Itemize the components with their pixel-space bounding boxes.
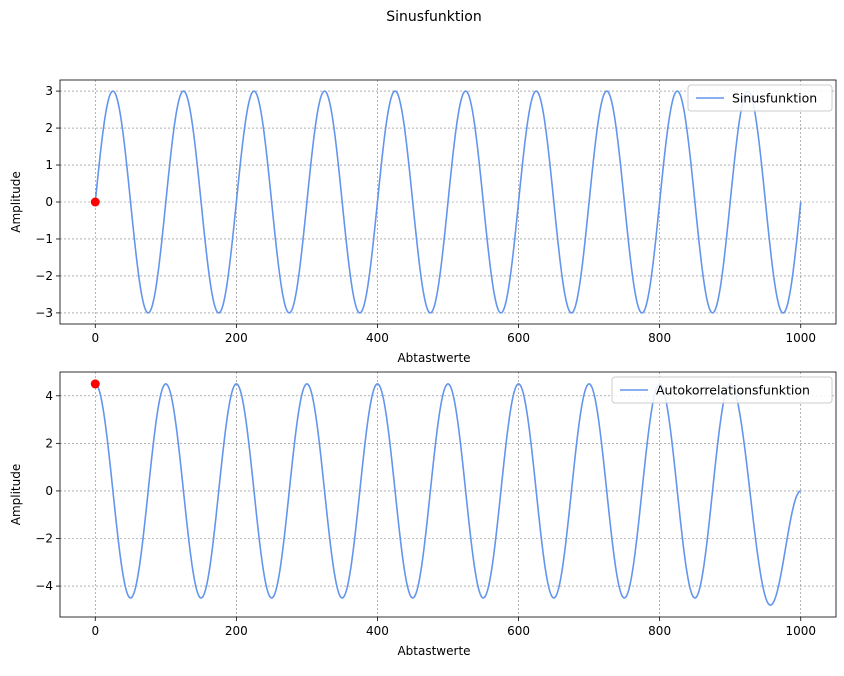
x-axis-label: Abtastwerte	[397, 351, 470, 365]
legend-box	[611, 376, 833, 404]
y-tick-label: 4	[45, 389, 53, 403]
x-tick-label: 0	[91, 624, 99, 638]
y-tick-label: −1	[35, 232, 53, 246]
y-tick-label: 2	[45, 436, 53, 450]
y-tick-label: −4	[35, 579, 53, 593]
legend-label: Sinusfunktion	[732, 91, 817, 106]
y-tick-label: 2	[45, 121, 53, 135]
y-axis-label: Amplitude	[9, 464, 23, 526]
y-tick-label: −2	[35, 269, 53, 283]
x-tick-label: 1000	[785, 624, 816, 638]
top-plot: 0 200 400 600 800 1000 −3 −2 −1 0 1 2 3 Abtastwerte Am…	[9, 79, 837, 365]
y-tick-label: 0	[45, 195, 53, 209]
legend: Autokorrelationsfunktion	[611, 376, 833, 404]
highlight-point	[90, 379, 100, 389]
bottom-plot: 0 200 400 600 800 1000 −4 −2 0 2 4 Abtastwerte Ampli…	[9, 371, 837, 658]
x-tick-label: 200	[225, 331, 248, 345]
y-tick-label: 3	[45, 84, 53, 98]
x-tick-label: 1000	[785, 331, 816, 345]
series-line	[94, 90, 802, 314]
legend-box	[687, 84, 833, 112]
axes-frame	[59, 371, 837, 618]
x-tick-label: 400	[366, 331, 389, 345]
y-axis-label: Amplitude	[9, 171, 23, 233]
y-tick-label: 0	[45, 484, 53, 498]
x-tick-label: 400	[366, 624, 389, 638]
y-tick-label: −2	[35, 532, 53, 546]
x-tick-label: 600	[507, 331, 530, 345]
x-tick-label: 200	[225, 624, 248, 638]
x-axis-label: Abtastwerte	[397, 644, 470, 658]
y-tick-label: 1	[45, 158, 53, 172]
x-tick-label: 800	[648, 624, 671, 638]
legend: Sinusfunktion	[687, 84, 833, 112]
figure-title: Sinusfunktion	[386, 9, 481, 25]
x-tick-label: 600	[507, 624, 530, 638]
x-tick-label: 800	[648, 331, 671, 345]
legend-label: Autokorrelationsfunktion	[656, 383, 810, 398]
series-line	[95, 383, 801, 606]
x-tick-label: 0	[91, 331, 99, 345]
y-tick-label: −3	[35, 306, 53, 320]
highlight-point	[90, 197, 100, 207]
